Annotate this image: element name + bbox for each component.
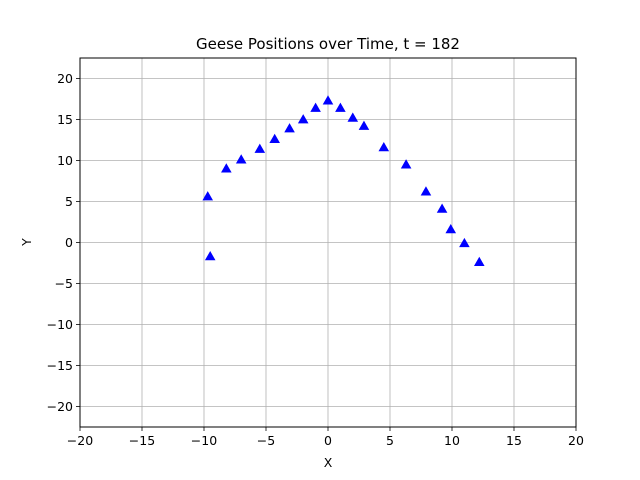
goose-marker [378,141,390,152]
y-tick-label: −15 [47,358,73,373]
x-tick-label: 0 [324,433,332,448]
x-tick-label: −10 [191,433,217,448]
y-tick-label: −20 [47,399,73,414]
goose-marker [235,154,247,164]
chart-title: Geese Positions over Time, t = 182 [196,35,460,53]
goose-marker [335,102,346,112]
x-tick-label: −20 [67,433,93,448]
y-tick-label: −5 [55,276,73,291]
goose-marker [445,223,457,234]
goose-marker [297,114,309,124]
goose-marker [347,112,359,122]
goose-marker [204,251,216,261]
x-axis-label: X [324,455,333,470]
x-axis-ticks: −20 −15 −10 −5 0 5 10 15 20 [67,427,584,448]
y-tick-label: −10 [47,317,73,332]
grid [79,58,577,427]
y-axis-ticks: −20 −15 −10 −5 0 5 10 15 20 [47,71,80,414]
goose-marker [269,133,280,144]
x-tick-label: 5 [386,433,394,448]
goose-marker [254,143,266,153]
goose-marker [322,95,334,105]
goose-marker [436,203,448,213]
goose-marker [459,237,470,248]
goose-marker [358,120,370,130]
y-tick-label: 5 [65,194,73,209]
x-tick-label: 15 [506,433,522,448]
goose-marker [400,159,412,169]
data-points [202,95,485,267]
y-axis-label: Y [19,238,34,247]
goose-marker [420,186,432,196]
goose-marker [310,102,321,112]
x-tick-label: −15 [129,433,155,448]
y-tick-label: 10 [57,153,73,168]
goose-marker [473,256,485,267]
x-tick-label: 10 [444,433,460,448]
x-tick-label: −5 [257,433,275,448]
y-tick-label: 15 [57,112,73,127]
goose-marker [202,191,214,201]
y-tick-label: 20 [57,71,73,86]
y-tick-label: 0 [65,235,73,250]
x-tick-label: 20 [568,433,584,448]
goose-marker [284,123,295,133]
goose-marker [221,163,232,173]
